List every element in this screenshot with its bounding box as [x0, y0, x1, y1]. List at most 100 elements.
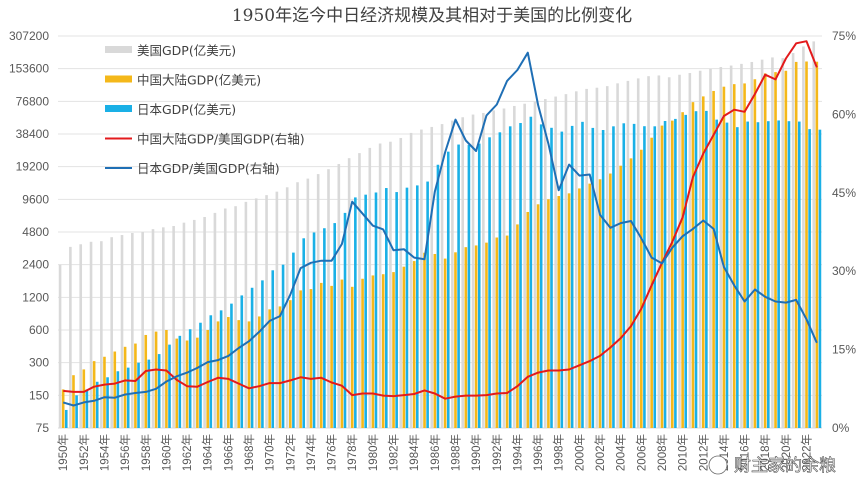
bar-japan-2000	[581, 121, 584, 428]
bar-us-1982	[389, 141, 392, 429]
bar-japan-1987	[446, 151, 450, 428]
bar-us-1987	[440, 124, 444, 429]
bar-us-2002	[595, 87, 599, 429]
bar-japan-1954	[106, 377, 109, 428]
x-tick-label: 1954年	[97, 434, 111, 471]
bar-china-1980	[371, 275, 375, 428]
x-tick-label: 1984年	[407, 434, 421, 471]
bar-china-2018	[763, 73, 767, 429]
bar-china-1979	[361, 278, 364, 428]
bar-china-1967	[237, 320, 240, 428]
left-tick-label: 153600	[9, 62, 49, 76]
bar-japan-1950	[64, 409, 68, 428]
bar-china-1952	[82, 369, 86, 428]
bar-china-1965	[216, 321, 220, 428]
bar-us-2023	[812, 41, 816, 428]
bar-japan-2009	[674, 118, 677, 429]
x-tick-label: 1958年	[139, 434, 153, 471]
x-tick-label: 2020年	[779, 434, 793, 471]
bar-japan-1990	[477, 143, 481, 428]
bar-japan-1963	[199, 322, 202, 428]
x-tick-label: 1986年	[428, 434, 442, 471]
bar-japan-2010	[684, 114, 688, 428]
bar-us-1973	[296, 182, 299, 428]
bar-japan-2013	[715, 119, 718, 428]
bar-china-1993	[505, 235, 509, 428]
bar-china-1978	[350, 286, 354, 428]
bar-us-1963	[192, 219, 196, 428]
bar-us-2001	[585, 88, 588, 428]
left-tick-label: 4800	[22, 225, 49, 239]
bar-japan-1994	[519, 122, 522, 429]
line-japan-us-ratio	[62, 51, 818, 407]
x-tick-label: 1952年	[77, 434, 91, 471]
bar-us-1975	[316, 174, 320, 428]
bar-japan-2023	[818, 129, 822, 428]
bar-japan-1976	[333, 223, 336, 428]
bar-us-1993	[502, 108, 506, 428]
bar-us-1990	[471, 114, 475, 429]
bar-us-1951	[69, 246, 72, 428]
bars	[58, 41, 822, 429]
bar-china-2017	[753, 79, 757, 428]
x-tick-label: 1964年	[201, 434, 215, 471]
bar-us-2011	[688, 73, 692, 428]
bar-china-1983	[402, 266, 406, 428]
bar-china-1985	[423, 252, 426, 428]
bar-china-1959	[154, 331, 158, 428]
bar-japan-2012	[705, 110, 708, 428]
watermark-text: 财主家的余粮	[734, 456, 836, 476]
bar-china-2009	[670, 120, 674, 429]
left-axis-ticks: 75 150 300 600 1200 2400 4800 9600 19200 38400 768…	[9, 29, 49, 435]
bar-japan-1978	[354, 197, 357, 428]
bar-japan-1988	[457, 144, 460, 429]
bar-japan-1959	[157, 354, 161, 428]
bar-china-2016	[743, 83, 746, 428]
x-tick-label: 2002年	[593, 434, 607, 471]
right-tick-label: 60%	[832, 107, 856, 121]
bar-japan-2020	[787, 121, 791, 428]
bar-japan-2005	[632, 123, 636, 429]
bar-us-1956	[120, 235, 124, 428]
x-tick-label: 1988年	[448, 434, 462, 471]
bar-china-1987	[443, 258, 447, 428]
left-tick-label: 150	[29, 388, 49, 402]
bar-japan-1970	[271, 270, 275, 428]
bar-japan-1998	[560, 131, 564, 429]
x-tick-label: 1992年	[490, 434, 504, 471]
bar-us-2019	[771, 57, 774, 428]
bar-japan-1983	[405, 187, 409, 428]
bar-us-1995	[523, 103, 526, 428]
bar-china-1966	[227, 317, 230, 428]
legend: 美国GDP(亿美元) 中国大陆GDP(亿美元) 日本GDP(亿美元) 中国大陆GDP/…	[105, 43, 305, 176]
bar-japan-2011	[694, 111, 698, 429]
right-tick-label: 15%	[832, 343, 856, 357]
bar-japan-2006	[643, 126, 646, 429]
bar-japan-2002	[601, 130, 605, 428]
bar-us-1977	[337, 164, 341, 428]
bar-japan-2016	[746, 121, 749, 429]
bar-japan-2015	[736, 127, 739, 428]
bar-china-1970	[268, 309, 271, 428]
bar-china-1951	[72, 375, 75, 428]
bar-us-1959	[151, 229, 155, 428]
bar-us-1950	[58, 264, 62, 428]
x-tick-label: 2012年	[696, 434, 710, 471]
left-tick-label: 2400	[22, 258, 49, 272]
bar-china-1956	[123, 346, 127, 428]
bar-china-2000	[578, 188, 581, 428]
bar-china-1989	[464, 247, 468, 428]
x-tick-label: 1996年	[531, 434, 545, 471]
bar-china-2004	[619, 165, 622, 428]
bar-china-1972	[288, 300, 292, 428]
bar-china-1975	[319, 282, 323, 428]
bar-china-1960	[165, 330, 168, 428]
bar-japan-1993	[508, 126, 512, 429]
bar-japan-2004	[622, 123, 626, 428]
bar-us-1970	[265, 195, 268, 428]
bar-us-1979	[358, 153, 361, 429]
x-tick-label: 2006年	[634, 434, 648, 471]
bar-us-1989	[461, 117, 465, 429]
bar-japan-1992	[498, 132, 502, 428]
